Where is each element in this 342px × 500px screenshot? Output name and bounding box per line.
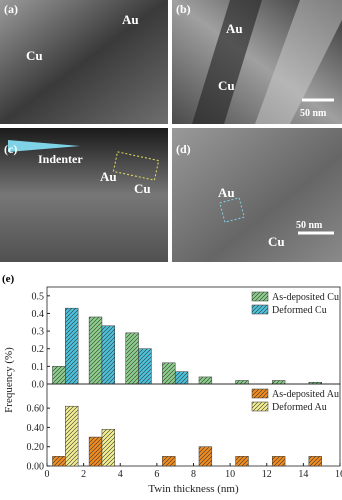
grain-band [192,0,262,124]
bar [235,380,249,385]
phase-label: Au [218,185,235,200]
y-tick-label: 0.20 [27,442,45,453]
bar [198,376,213,385]
panel-label: (b) [176,2,191,16]
y-tick-label: 0.3 [32,327,45,338]
scale-bar-label: 50 nm [296,220,323,231]
panel-label: (e) [2,273,15,285]
bar [162,456,176,467]
x-tick-label: 0 [45,469,50,480]
y-tick-label: 0.4 [32,309,45,320]
x-tick-label: 6 [154,469,159,480]
y-tick-label: 0.2 [32,344,45,355]
phase-label: Au [226,21,243,36]
y-tick-label: 0.5 [32,291,45,302]
y-tick-label: 0.1 [32,362,45,373]
highlight-box [112,151,160,181]
x-tick-label: 2 [81,469,86,480]
bar [271,456,286,467]
bar [101,325,116,385]
y-axis-title: Frequency (%) [3,347,15,413]
legend-swatch [251,304,269,315]
legend-swatch [251,291,269,302]
bar [308,456,322,467]
x-tick-label: 12 [262,469,272,480]
y-tick-label: 0.00 [27,462,45,473]
phase-label: Au [100,169,117,184]
bar [65,307,79,385]
indenter-label: Indenter [38,152,83,166]
phase-label: Cu [268,234,285,249]
panel-label: (a) [4,2,18,16]
bar [138,348,152,385]
x-tick-label: 16 [335,469,342,480]
bar [101,429,116,467]
bar [88,316,103,385]
bar [52,366,66,385]
y-tick-label: 0.40 [27,423,45,434]
indenter-tip [8,140,80,152]
x-tick-label: 10 [225,469,235,480]
bar [88,436,103,467]
y-tick-label: 0.60 [27,404,45,415]
tem-image [172,128,342,262]
phase-label: Au [122,12,139,27]
tem-image [0,0,168,124]
phase-label: Cu [26,48,43,63]
bar [125,332,139,385]
grain-band [255,0,342,124]
y-tick-label: 0.0 [32,380,45,391]
x-tick-label: 8 [191,469,196,480]
bar [65,405,79,467]
x-tick-label: 14 [298,469,308,480]
bar [174,371,189,385]
panel-label: (d) [176,142,191,156]
legend-label: Deformed Cu [272,305,327,316]
highlight-box [219,197,245,223]
x-axis-title: Twin thickness (nm) [148,483,239,495]
x-tick-label: 4 [118,469,123,480]
bar [271,380,286,385]
legend-label: As-deposited Cu [272,292,339,303]
scale-bar-label: 50 nm [300,108,327,119]
legend-label: As-deposited Au [272,389,339,400]
bar [198,446,213,467]
legend-swatch [251,388,269,399]
phase-label: Cu [134,181,151,196]
bar [235,456,249,467]
legend-label: Deformed Au [272,402,327,413]
panel-label: (c) [4,142,17,156]
legend-swatch [251,401,269,412]
phase-label: Cu [218,78,235,93]
bar [52,456,66,467]
bar [162,362,176,385]
